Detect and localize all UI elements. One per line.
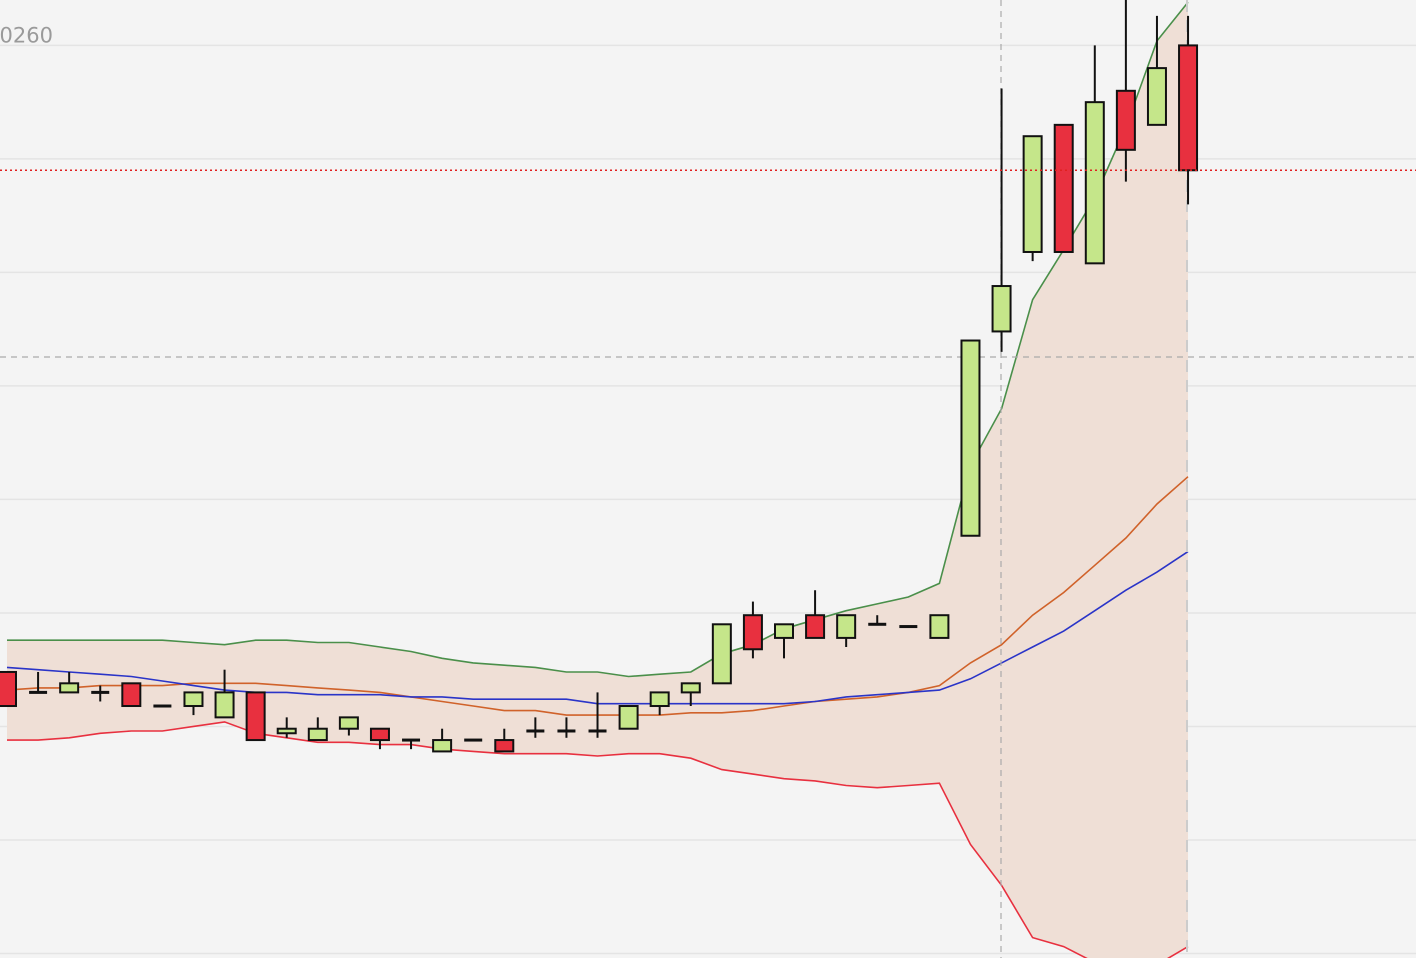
candle-body — [960, 339, 981, 537]
band-layer — [7, 2, 1188, 958]
candle-body — [1053, 123, 1074, 253]
candle-body — [494, 739, 515, 753]
candle-body — [929, 614, 950, 639]
candle-body — [369, 727, 390, 742]
candle-body — [91, 690, 110, 694]
band-area — [7, 2, 1188, 958]
candle-body — [29, 690, 48, 694]
candle-body — [557, 729, 576, 733]
candle-body — [153, 704, 172, 708]
candle-body — [1146, 67, 1167, 126]
candle-body — [214, 691, 235, 719]
candle-body — [711, 623, 732, 685]
candle-body — [121, 682, 142, 708]
candle-body — [836, 614, 857, 639]
candle-body — [432, 739, 453, 753]
y-tick-label: 0260 — [0, 23, 53, 47]
candle-body — [868, 622, 887, 626]
candle-body — [1084, 101, 1105, 265]
upper-band-line — [7, 1, 1189, 678]
candle-body — [183, 691, 204, 708]
candle-body — [526, 729, 545, 733]
candle-body — [245, 691, 266, 742]
candle-body — [618, 705, 639, 730]
lower-band-line — [7, 721, 1189, 958]
candle-body — [991, 285, 1012, 333]
candle-body — [464, 738, 483, 742]
candle-body — [680, 682, 701, 694]
candle-body — [588, 729, 607, 733]
candle-body — [742, 614, 763, 651]
candle-body — [0, 670, 17, 708]
candle-body — [1178, 44, 1199, 172]
candle-layer — [0, 0, 1416, 753]
candle-body — [649, 691, 670, 708]
candle-body — [774, 623, 794, 639]
candle-body — [307, 727, 328, 742]
candle-body — [338, 716, 359, 730]
candle-body — [276, 727, 297, 735]
candle-body — [899, 625, 918, 629]
candle-body — [59, 682, 80, 694]
candle-body — [1115, 89, 1136, 151]
candle-body — [805, 614, 826, 639]
label-layer: 0260 — [0, 23, 53, 47]
candle-body — [1022, 135, 1043, 253]
candle-body — [402, 738, 421, 742]
